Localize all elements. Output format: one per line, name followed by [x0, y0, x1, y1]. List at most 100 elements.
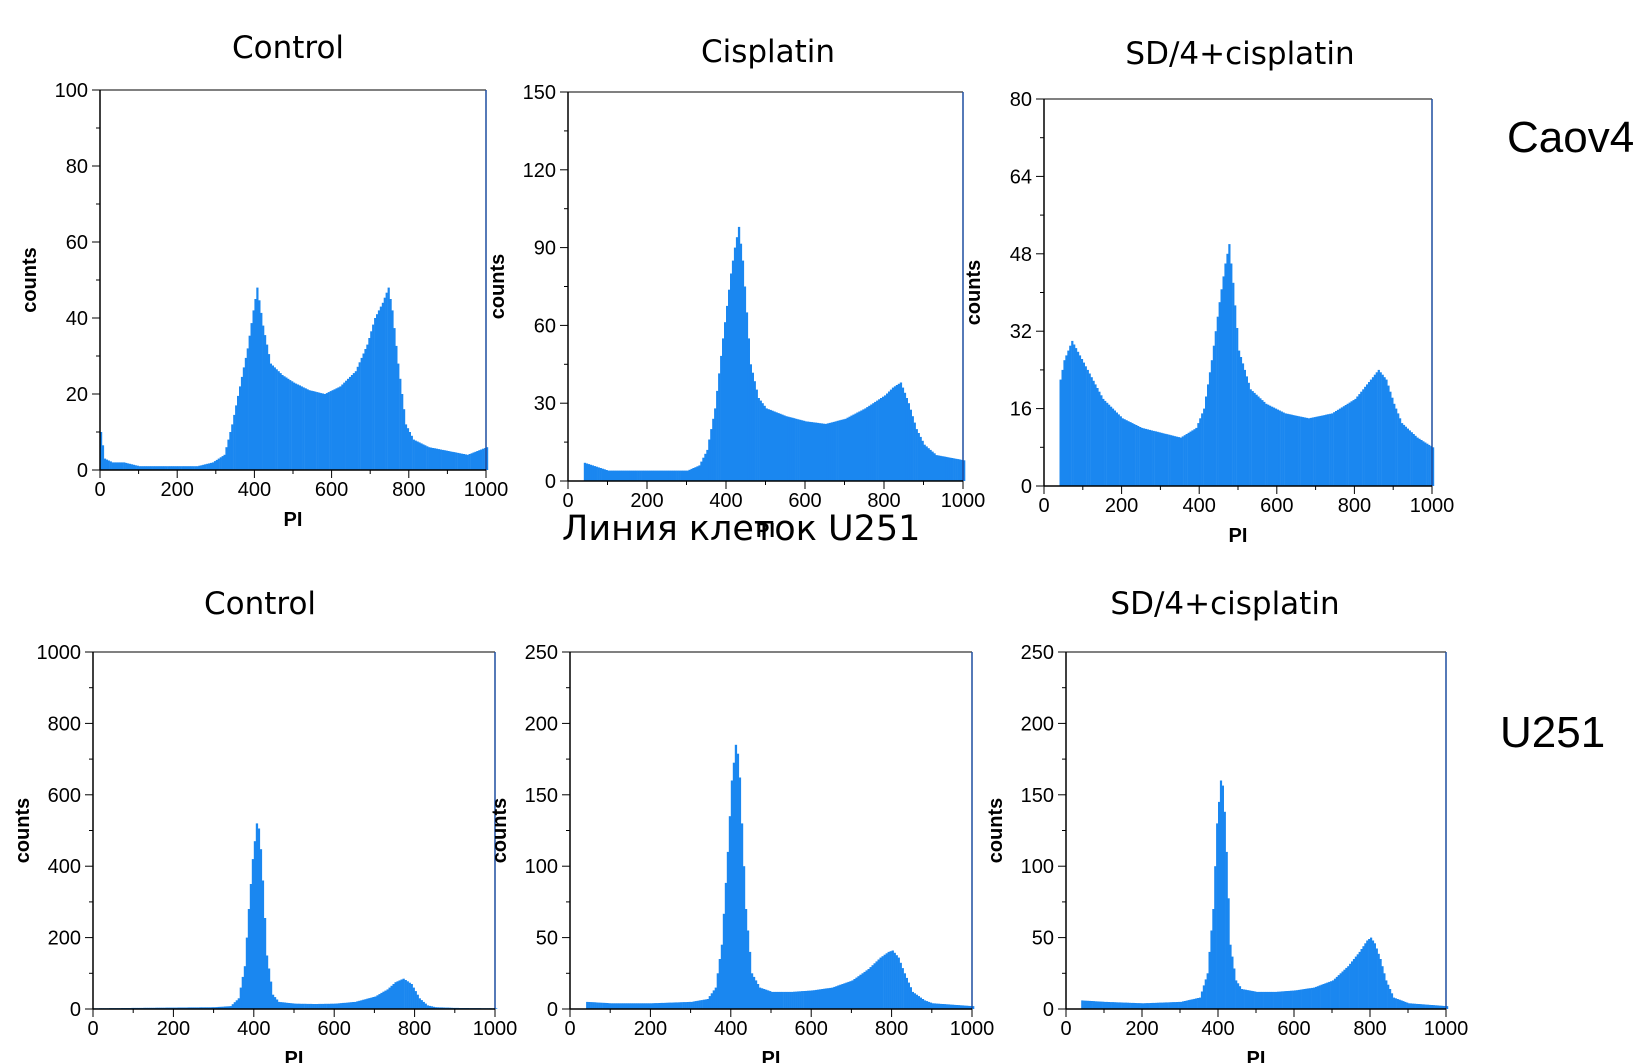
histogram-bar: [239, 987, 242, 1009]
histogram-bar: [773, 411, 776, 481]
histogram-bar: [1136, 1003, 1139, 1009]
histogram-bar: [1360, 391, 1363, 486]
histogram-bar: [1379, 372, 1382, 486]
histogram-bar: [1349, 963, 1352, 1009]
histogram-bar: [225, 447, 228, 470]
histogram-bar: [310, 390, 313, 470]
histogram-bar: [1368, 939, 1371, 1009]
histogram-bar: [614, 1003, 617, 1009]
histogram-bar: [1134, 1003, 1137, 1009]
histogram-bar: [1383, 973, 1386, 1009]
histogram-bar: [326, 1003, 329, 1009]
histogram-bar: [468, 454, 471, 470]
histogram-bar: [1138, 1003, 1141, 1009]
histogram-bar: [103, 458, 107, 470]
histogram-bar: [1301, 989, 1304, 1009]
histogram-bar: [206, 463, 209, 470]
histogram-bar: [643, 470, 646, 481]
histogram-bar: [119, 462, 122, 470]
histogram-bar: [387, 287, 390, 470]
histogram-bar: [1345, 967, 1348, 1009]
chart-title: Control: [232, 30, 344, 66]
histogram-bar: [842, 419, 845, 481]
histogram-bar: [241, 976, 244, 1009]
histogram-bar: [383, 297, 386, 470]
histogram-bar: [787, 416, 790, 481]
histogram-bar: [1160, 432, 1163, 486]
histogram-bar: [420, 1000, 423, 1009]
histogram-bar: [957, 1005, 961, 1009]
histogram-bar: [436, 1007, 439, 1009]
histogram-bar: [1300, 416, 1303, 486]
histogram-bar: [901, 968, 904, 1009]
histogram-bar: [1199, 418, 1202, 486]
histogram-bar: [736, 753, 740, 1009]
histogram-bar: [347, 378, 350, 470]
histogram-bar: [302, 387, 305, 470]
histogram-bar: [660, 1002, 663, 1009]
x-tick-label: 800: [867, 490, 900, 512]
histogram-bar: [223, 454, 226, 470]
histogram-bar: [716, 390, 719, 481]
histogram-bar: [189, 1007, 192, 1009]
histogram-bar: [161, 466, 164, 470]
histogram-bar: [961, 459, 964, 481]
y-tick-label: 32: [1010, 321, 1032, 343]
histogram-bar: [1111, 1002, 1114, 1009]
histogram-bar: [1200, 991, 1204, 1009]
histogram-bar: [632, 1003, 635, 1009]
histogram-bar: [410, 984, 413, 1009]
histogram-bar: [1434, 1005, 1437, 1009]
histogram-bar: [374, 318, 377, 470]
histogram-bar: [887, 951, 890, 1009]
histogram-bar: [1175, 436, 1179, 486]
histogram-bar: [1307, 988, 1310, 1009]
histogram-bar: [245, 937, 249, 1009]
histogram-bar: [1133, 424, 1136, 486]
histogram-bar: [244, 357, 247, 470]
x-tick-label: 200: [634, 1018, 667, 1040]
histogram-bar: [430, 1006, 433, 1009]
histogram-bar: [329, 391, 332, 470]
histogram-bar: [1425, 1004, 1428, 1009]
histogram-bar: [237, 998, 240, 1009]
histogram-bar: [325, 393, 328, 470]
histogram-bar: [594, 1002, 597, 1009]
histogram-bar: [809, 421, 812, 481]
histogram-bar: [360, 357, 363, 470]
histogram-bar: [874, 401, 877, 481]
histogram-bar: [1204, 979, 1207, 1009]
histogram-bar: [177, 466, 180, 470]
histogram-bar: [966, 1005, 969, 1009]
histogram-bar: [1123, 419, 1126, 486]
histogram-bar: [140, 466, 143, 470]
histogram-bar: [186, 466, 190, 470]
histogram-bar: [600, 1002, 603, 1009]
histogram-bar: [414, 440, 417, 470]
histogram-bar: [731, 260, 735, 481]
histogram-bar: [818, 423, 822, 481]
histogram-bar: [1232, 282, 1235, 486]
histogram-bar: [833, 986, 836, 1009]
histogram-bar: [1296, 415, 1299, 486]
y-tick-label: 20: [66, 384, 88, 406]
histogram-bar: [634, 1003, 637, 1009]
histogram-bar: [1223, 811, 1226, 1009]
histogram-bar: [834, 421, 837, 481]
histogram-bar: [430, 447, 433, 470]
histogram-bar: [482, 448, 485, 470]
histogram-bar: [1119, 416, 1122, 486]
histogram-bar: [797, 419, 800, 481]
histogram-bar: [225, 1006, 228, 1009]
histogram-bar: [605, 470, 608, 481]
histogram-bar: [698, 465, 701, 481]
histogram-bar: [1156, 431, 1159, 486]
figure-caption: Линия клеток U251: [562, 509, 920, 549]
histogram-bar: [601, 468, 604, 481]
histogram-bar: [1420, 440, 1423, 486]
histogram-bar: [1098, 1001, 1101, 1009]
histogram-bar: [470, 453, 473, 470]
histogram-bar: [408, 982, 411, 1009]
histogram-bar: [1181, 1001, 1185, 1009]
histogram-bar: [1240, 989, 1243, 1009]
